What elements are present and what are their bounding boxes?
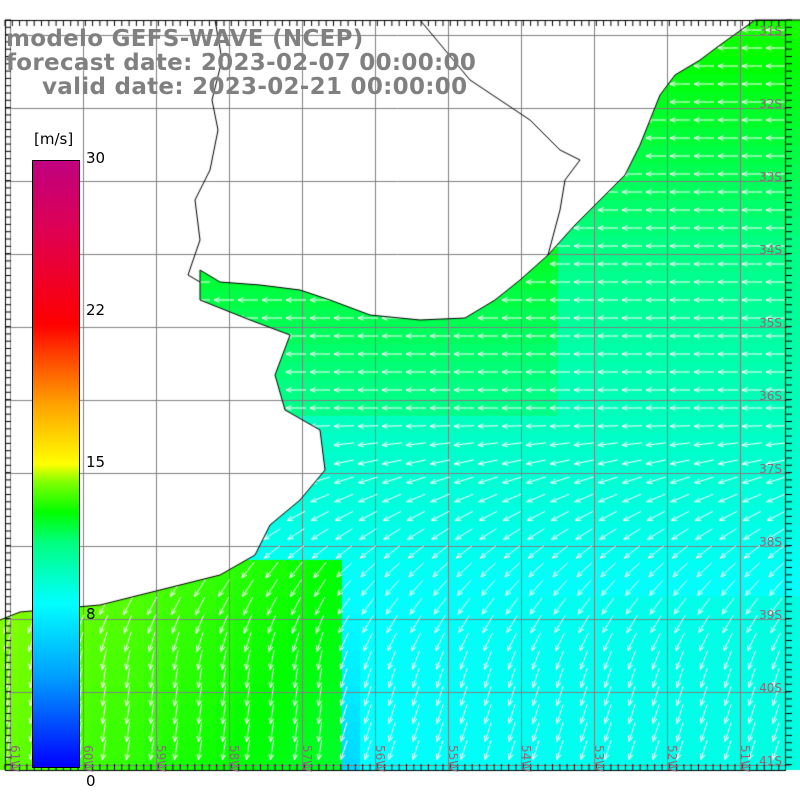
longitude-label: 61W <box>8 745 22 773</box>
colorbar-label: 0 <box>86 772 96 790</box>
colorbar-label: 22 <box>86 301 106 319</box>
latitude-label: 34S <box>759 243 782 257</box>
colorbar-unit: [m/s] <box>34 130 74 148</box>
longitude-label: 59W <box>154 745 168 773</box>
model-title: modelo GEFS-WAVE (NCEP) <box>6 26 364 52</box>
longitude-label: 55W <box>446 745 460 773</box>
latitude-label: 38S <box>759 535 782 549</box>
latitude-label: 41S <box>759 754 782 768</box>
latitude-label: 39S <box>759 608 782 622</box>
latitude-label: 33S <box>759 170 782 184</box>
latitude-label: 36S <box>759 389 782 403</box>
longitude-label: 54W <box>519 745 533 773</box>
longitude-label: 58W <box>227 745 241 773</box>
latitude-label: 31S <box>759 24 782 38</box>
longitude-label: 56W <box>373 745 387 773</box>
longitude-label: 60W <box>81 745 95 773</box>
longitude-label: 53W <box>592 745 606 773</box>
longitude-label: 52W <box>665 745 679 773</box>
forecast-date: forecast date: 2023-02-07 00:00:00 <box>6 50 477 76</box>
longitude-label: 57W <box>300 745 314 773</box>
latitude-label: 37S <box>759 462 782 476</box>
latitude-label: 40S <box>759 681 782 695</box>
colorbar-gradient <box>32 160 80 768</box>
colorbar-label: 8 <box>86 605 96 623</box>
colorbar-label: 30 <box>86 149 106 167</box>
latitude-label: 35S <box>759 316 782 330</box>
valid-date: valid date: 2023-02-21 00:00:00 <box>42 74 468 100</box>
colorbar-label: 15 <box>86 453 106 471</box>
longitude-label: 51W <box>738 745 752 773</box>
latitude-label: 32S <box>759 97 782 111</box>
